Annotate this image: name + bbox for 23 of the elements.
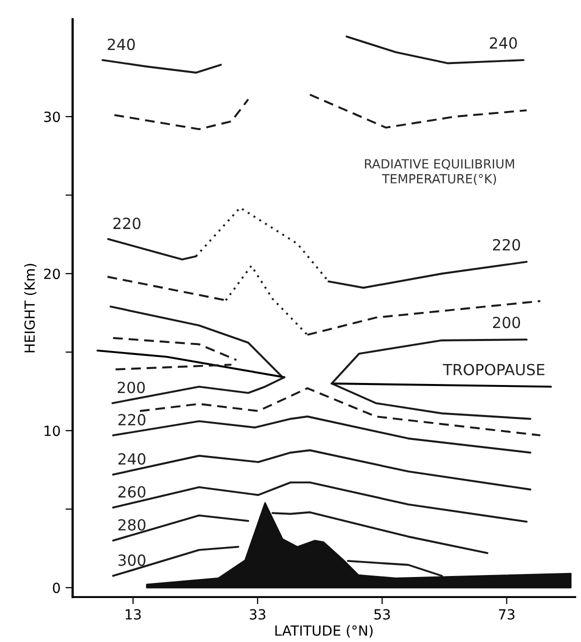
series-label: 280 [118, 519, 146, 531]
series-label: 240 [118, 453, 146, 465]
x-tick-label: 13 [126, 609, 141, 620]
series-label: 200 [118, 382, 145, 394]
series-label: 300 [118, 554, 146, 566]
y-tick-label: 10 [44, 426, 60, 436]
y-tick-label: 30 [44, 112, 60, 122]
x-tick-label: 33 [250, 609, 266, 620]
y-axis-title: HEIGHT (Km) [24, 264, 37, 352]
x-tick-label: 53 [374, 609, 390, 620]
y-tick-label: 0 [52, 582, 60, 594]
series-label: 220 [118, 414, 146, 426]
series-label: 260 [118, 486, 146, 498]
series-label: 220 [493, 238, 520, 251]
series-label: 240 [108, 38, 135, 50]
series-label: 240 [490, 37, 517, 49]
x-tick-label: 73 [498, 609, 514, 620]
x-axis-title: LATITUDE (°N) [275, 625, 373, 638]
series-label: TROPOPAUSE [442, 364, 544, 376]
series-label: 220 [113, 218, 140, 230]
y-tick-label: 20 [44, 268, 60, 280]
text: RADIATIVE EQUILIBRIUM TEMPERATURE(°K) [364, 159, 514, 185]
series-label: 200 [493, 316, 520, 328]
